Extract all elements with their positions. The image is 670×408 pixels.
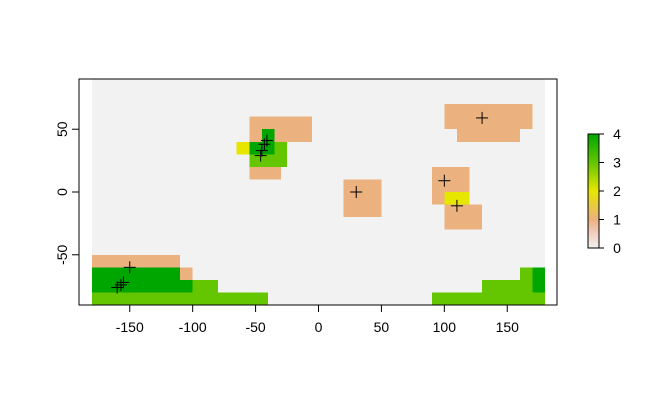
raster-cell bbox=[217, 292, 269, 305]
raster-cell bbox=[482, 279, 545, 293]
x-tick-label: 150 bbox=[496, 319, 520, 335]
color-legend: 0 1 2 3 4 bbox=[587, 126, 621, 256]
raster-cell bbox=[343, 179, 382, 218]
raster-cell bbox=[287, 129, 313, 142]
raster-cell bbox=[261, 154, 275, 167]
raster-cell bbox=[180, 267, 193, 280]
legend-tick-label: 3 bbox=[613, 155, 621, 171]
raster-cell bbox=[444, 104, 533, 130]
x-tick-label: 50 bbox=[374, 319, 390, 335]
y-tick-label: 0 bbox=[54, 188, 70, 196]
point-marker bbox=[117, 276, 130, 289]
raster-cells bbox=[92, 104, 545, 305]
x-tick-label: -150 bbox=[116, 319, 144, 335]
raster-cell bbox=[92, 279, 193, 293]
raster-cell bbox=[519, 267, 533, 280]
point-marker bbox=[111, 281, 124, 294]
x-tick-label: -50 bbox=[245, 319, 265, 335]
raster-cell bbox=[192, 279, 218, 293]
raster-cell bbox=[456, 129, 520, 142]
legend-tick-label: 1 bbox=[613, 212, 621, 228]
legend-tick-label: 4 bbox=[613, 126, 621, 142]
x-axis: -150 -100 -50 0 50 100 150 bbox=[116, 304, 520, 335]
y-tick-label: 50 bbox=[54, 121, 70, 137]
x-tick-label: 100 bbox=[433, 319, 457, 335]
raster-cell bbox=[261, 129, 275, 155]
y-tick-label: -50 bbox=[54, 244, 70, 264]
raster-cell bbox=[444, 192, 470, 205]
point-markers bbox=[111, 111, 489, 294]
x-tick-label: 0 bbox=[315, 319, 323, 335]
raster-cell bbox=[92, 267, 181, 280]
point-marker bbox=[476, 111, 489, 124]
raster-cell bbox=[274, 141, 288, 155]
legend-tick-label: 2 bbox=[613, 183, 621, 199]
raster-cell bbox=[249, 116, 313, 130]
point-marker bbox=[438, 174, 451, 187]
x-tick-label: -100 bbox=[179, 319, 207, 335]
raster-cell bbox=[236, 141, 250, 155]
raster-cell bbox=[249, 141, 262, 155]
y-axis: -50 0 50 bbox=[54, 121, 80, 265]
raster-cell bbox=[431, 292, 545, 305]
raster-cell bbox=[249, 166, 281, 180]
raster-cell bbox=[444, 204, 483, 230]
point-marker bbox=[255, 144, 268, 157]
raster-cell bbox=[532, 267, 545, 293]
legend-tick-label: 0 bbox=[613, 240, 621, 256]
point-marker bbox=[350, 186, 363, 198]
point-marker bbox=[254, 149, 267, 162]
raster-cell bbox=[92, 292, 218, 305]
point-marker bbox=[450, 199, 463, 212]
legend-colorbar bbox=[588, 134, 599, 248]
point-marker bbox=[123, 261, 136, 274]
raster-cell bbox=[92, 254, 181, 268]
point-marker bbox=[258, 138, 271, 151]
